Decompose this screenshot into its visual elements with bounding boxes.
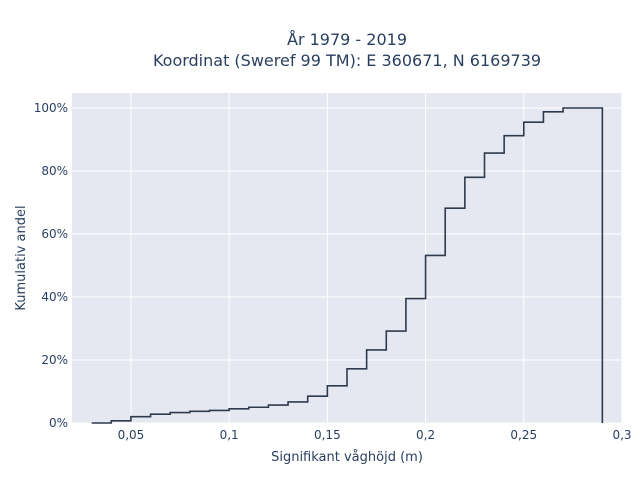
cumulative-step-line bbox=[91, 107, 604, 424]
y-tick-label: 40% bbox=[41, 290, 68, 304]
y-tick-label: 60% bbox=[41, 227, 68, 241]
x-tick-label: 0,3 bbox=[612, 428, 631, 442]
plot-background bbox=[72, 93, 622, 423]
x-tick-label: 0,05 bbox=[118, 428, 145, 442]
y-axis-title: Kumulativ andel bbox=[14, 205, 29, 310]
x-tick-label: 0,1 bbox=[220, 428, 239, 442]
y-tick-label: 100% bbox=[34, 101, 68, 115]
x-axis-title: Signifikant våghöjd (m) bbox=[271, 450, 423, 465]
chart-title: År 1979 - 2019 bbox=[287, 30, 407, 49]
y-tick-label: 20% bbox=[41, 353, 68, 367]
chart-subtitle: Koordinat (Sweref 99 TM): E 360671, N 61… bbox=[153, 51, 541, 70]
x-tick-label: 0,25 bbox=[510, 428, 537, 442]
x-tick-label: 0,15 bbox=[314, 428, 341, 442]
x-tick-label: 0,2 bbox=[416, 428, 435, 442]
y-tick-label: 80% bbox=[41, 164, 68, 178]
y-tick-labels: 0% 20% 40% 60% 80% 100% bbox=[34, 101, 68, 430]
grid bbox=[72, 93, 623, 424]
series-layer bbox=[91, 107, 604, 424]
x-tick-labels: 0,05 0,1 0,15 0,2 0,25 0,3 bbox=[118, 428, 632, 442]
y-tick-label: 0% bbox=[49, 416, 68, 430]
